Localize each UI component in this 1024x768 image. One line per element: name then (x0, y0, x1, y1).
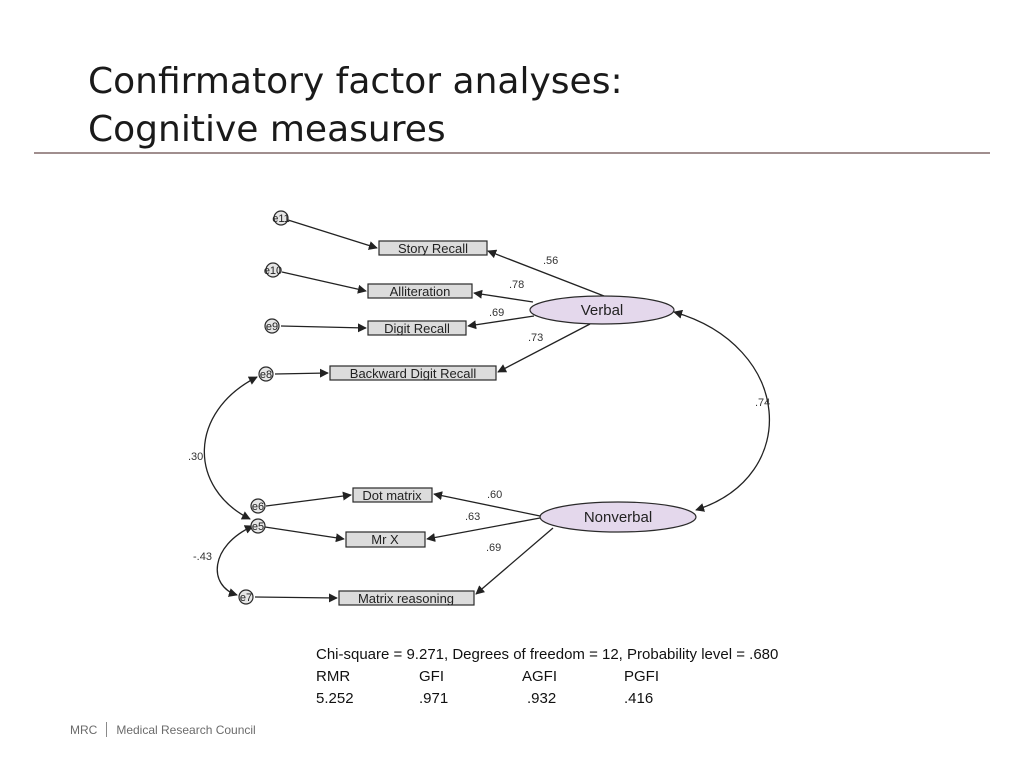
latent-label: Verbal (581, 302, 624, 319)
error-path-backward-digit (274, 368, 329, 378)
error-e5: e5 (250, 518, 266, 534)
fit-summary: Chi-square = 9.271, Degrees of freedom =… (316, 646, 779, 663)
loading-value-matrix: .69 (486, 542, 501, 554)
fit-values-row: 5.252 .971 .932 .416 (316, 688, 778, 710)
error-path-alliteration (281, 271, 367, 294)
loading-path-dot-matrix (433, 491, 541, 517)
covariance-verbal-nonverbal (673, 309, 771, 512)
indicator-label: Alliteration (390, 284, 451, 299)
loading-value-digit: .69 (489, 307, 504, 319)
loading-path-digit (467, 315, 535, 330)
indicator-label: Story Recall (398, 241, 468, 256)
error-label: e7 (240, 592, 252, 604)
loading-value-backward-digit: .73 (528, 332, 543, 344)
error-e7: e7 (238, 589, 254, 605)
indicator-digit-recall: Digit Recall (367, 320, 467, 336)
error-e6: e6 (250, 498, 266, 514)
correlation-value-verbal-nonverbal: .74 (755, 397, 770, 409)
title-divider (34, 152, 990, 154)
indicator-dot-matrix: Dot matrix (352, 487, 433, 503)
loading-path-backward-digit (497, 323, 591, 373)
correlation-value-e8-e5: .30 (188, 451, 203, 463)
fit-header-rmr: RMR (316, 668, 351, 685)
error-path-story (287, 219, 378, 250)
loading-path-matrix (475, 527, 554, 595)
error-path-digit (280, 323, 367, 333)
indicator-label: Matrix reasoning (358, 591, 454, 606)
indicator-story-recall: Story Recall (378, 240, 488, 256)
error-label: e6 (252, 501, 264, 513)
indicator-label: Backward Digit Recall (350, 366, 477, 381)
covariance-e5-e7 (216, 525, 254, 597)
error-path-mrx (264, 526, 345, 543)
fit-value-gfi: .971 (419, 690, 449, 707)
error-path-matrix (254, 593, 338, 603)
error-label: e11 (272, 213, 290, 225)
footer-logo: MRC Medical Research Council (70, 722, 256, 737)
loading-path-story (487, 249, 605, 297)
error-e10: e10 (264, 262, 282, 278)
latent-nonverbal: Nonverbal (539, 501, 697, 533)
error-e8: e8 (258, 366, 274, 382)
loading-path-mrx (426, 517, 541, 542)
slide-title: Confirmatory factor analyses: Cognitive … (88, 58, 623, 154)
loading-path-alliteration (473, 289, 534, 303)
indicator-label: Digit Recall (384, 321, 450, 336)
fit-header-pgfi: PGFI (624, 668, 660, 685)
indicator-backward-digit-recall: Backward Digit Recall (329, 365, 497, 381)
error-e11: e11 (272, 210, 290, 226)
slide-title-line2: Cognitive measures (88, 109, 446, 150)
error-path-dot-matrix (265, 491, 352, 507)
footer-org-short: MRC (70, 722, 98, 737)
error-label: e9 (266, 321, 278, 333)
error-e9: e9 (264, 318, 280, 334)
footer-separator (106, 722, 108, 737)
footer-org-full: Medical Research Council (116, 722, 256, 737)
error-label: e8 (260, 369, 272, 381)
loading-value-story: .56 (543, 255, 558, 267)
indicator-label: Dot matrix (362, 488, 422, 503)
fit-statistics: Chi-square = 9.271, Degrees of freedom =… (316, 644, 778, 710)
covariance-e8-e5 (203, 376, 258, 520)
indicator-label: Mr X (371, 532, 399, 547)
indicator-mr-x: Mr X (345, 531, 426, 548)
error-label: e10 (264, 265, 282, 277)
indicator-matrix-reasoning: Matrix reasoning (338, 590, 475, 606)
fit-value-rmr: 5.252 (316, 690, 354, 707)
correlation-value-e5-e7: -.43 (193, 551, 212, 563)
fit-value-agfi: .932 (527, 690, 557, 707)
indicator-alliteration: Alliteration (367, 283, 473, 299)
loading-value-alliteration: .78 (509, 279, 524, 291)
fit-header-agfi: AGFI (522, 668, 558, 685)
fit-header-gfi: GFI (419, 668, 444, 685)
loading-value-dot-matrix: .60 (487, 489, 502, 501)
fit-headers-row: RMR GFI AGFI PGFI (316, 666, 778, 688)
latent-label: Nonverbal (584, 509, 652, 526)
error-label: e5 (252, 521, 264, 533)
loading-value-mrx: .63 (465, 511, 480, 523)
fit-value-pgfi: .416 (624, 690, 654, 707)
latent-verbal: Verbal (529, 295, 675, 325)
slide-title-line1: Confirmatory factor analyses: (88, 61, 623, 102)
